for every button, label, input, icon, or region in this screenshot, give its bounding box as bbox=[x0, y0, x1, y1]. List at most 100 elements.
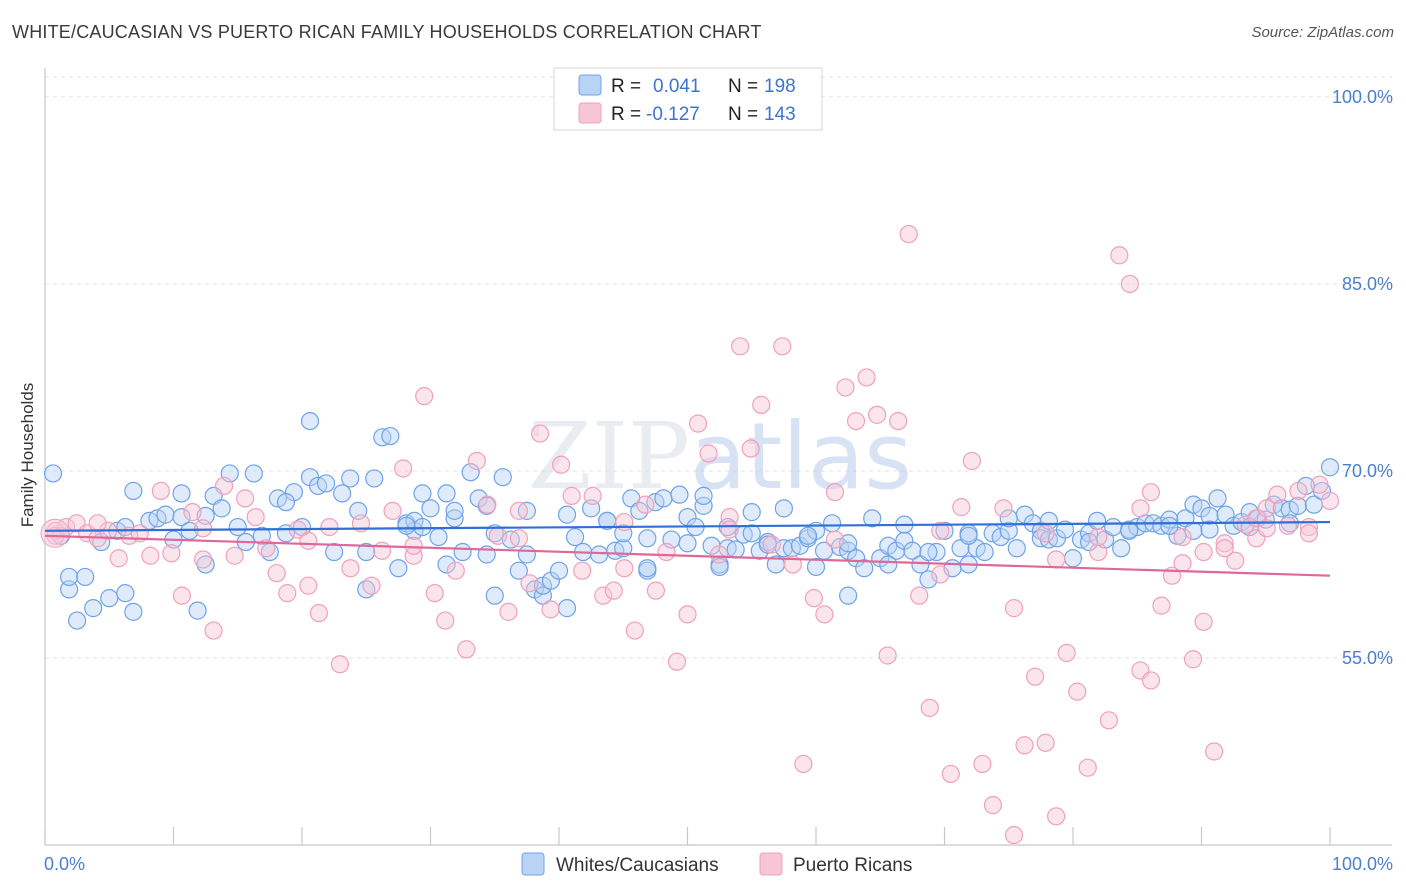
puerto-rican-point bbox=[804, 589, 823, 608]
puerto-rican-point bbox=[1015, 736, 1034, 755]
bottom-legend: Whites/Caucasians Puerto Ricans bbox=[521, 852, 912, 876]
puerto-rican-point bbox=[836, 378, 855, 397]
puerto-rican-point bbox=[1226, 551, 1245, 570]
whites-point bbox=[68, 611, 87, 630]
source-label: Source: ZipAtlas.com bbox=[1251, 24, 1394, 41]
whites-point bbox=[453, 542, 472, 562]
puerto-rican-point bbox=[1194, 612, 1213, 631]
whites-point bbox=[124, 481, 143, 501]
puerto-rican-point bbox=[846, 411, 866, 431]
whites-point bbox=[774, 499, 793, 518]
whites-point bbox=[196, 555, 215, 574]
whites-point bbox=[397, 516, 416, 535]
whites-point bbox=[1063, 549, 1083, 568]
legend-n-value-a: 198 bbox=[764, 76, 796, 97]
puerto-rican-point bbox=[667, 652, 687, 671]
puerto-rican-point bbox=[120, 526, 139, 545]
whites-point bbox=[341, 469, 360, 488]
whites-point bbox=[726, 540, 745, 559]
puerto-rican-point bbox=[1320, 491, 1340, 510]
puerto-rican-point bbox=[1278, 516, 1297, 535]
puerto-rican-point bbox=[583, 486, 602, 506]
puerto-rican-point bbox=[267, 564, 286, 583]
puerto-rican-point bbox=[646, 581, 666, 600]
whites-point bbox=[1160, 516, 1179, 535]
legend-n-value-b: 143 bbox=[764, 104, 796, 125]
whites-point bbox=[694, 496, 713, 515]
puerto-rican-point bbox=[604, 581, 623, 600]
puerto-rican-point bbox=[425, 584, 444, 603]
whites-point bbox=[59, 567, 79, 587]
puerto-rican-point bbox=[1057, 643, 1076, 663]
puerto-rican-point bbox=[109, 549, 128, 568]
puerto-rican-point bbox=[699, 444, 718, 463]
puerto-rican-point bbox=[920, 698, 939, 717]
puerto-rican-point bbox=[1173, 554, 1192, 573]
whites-point bbox=[59, 580, 79, 599]
whites-point bbox=[212, 499, 231, 518]
y-tick-labels: 100.0% 85.0% 70.0% 55.0% bbox=[1332, 87, 1393, 668]
whites-point bbox=[999, 509, 1018, 528]
whites-point bbox=[1288, 496, 1307, 515]
whites-point bbox=[124, 602, 143, 621]
whites-point bbox=[421, 499, 440, 518]
puerto-rican-point bbox=[709, 545, 729, 564]
puerto-rican-point bbox=[983, 796, 1003, 815]
whites-point bbox=[76, 567, 95, 587]
whites-point bbox=[557, 505, 577, 524]
puerto-rican-point bbox=[1047, 550, 1066, 569]
puerto-rican-point bbox=[857, 368, 876, 387]
puerto-rican-point bbox=[204, 621, 223, 640]
puerto-rican-point bbox=[236, 489, 255, 508]
whites-point bbox=[445, 501, 464, 520]
puerto-rican-point bbox=[467, 451, 486, 471]
x-tick-labels: 0.0% 100.0% bbox=[44, 854, 1393, 874]
whites-point bbox=[1112, 539, 1131, 558]
puerto-rican-point bbox=[931, 521, 950, 540]
puerto-rican-point bbox=[394, 459, 413, 478]
puerto-rican-point bbox=[678, 605, 697, 624]
puerto-rican-point bbox=[752, 395, 771, 414]
whites-point bbox=[325, 542, 344, 562]
puerto-rican-point bbox=[1110, 246, 1129, 265]
puerto-rican-point bbox=[794, 754, 813, 774]
whites-point bbox=[798, 526, 818, 545]
puerto-rican-point bbox=[1089, 527, 1108, 547]
puerto-rican-point bbox=[625, 621, 644, 640]
puerto-rican-point bbox=[1131, 499, 1150, 518]
whites-point bbox=[517, 501, 536, 520]
whites-point bbox=[188, 601, 207, 620]
whites-point bbox=[116, 584, 135, 603]
puerto-rican-point bbox=[193, 550, 213, 569]
puerto-rican-point bbox=[309, 603, 328, 623]
puerto-rican-point bbox=[88, 514, 107, 533]
puerto-rican-point bbox=[741, 439, 760, 458]
puerto-rican-point bbox=[941, 764, 960, 784]
legend-r-value-b: -0.127 bbox=[646, 104, 700, 125]
puerto-rican-point bbox=[520, 574, 539, 593]
bottom-legend-swatch-whites bbox=[521, 852, 545, 876]
whites-point bbox=[565, 527, 585, 547]
whites-point bbox=[389, 559, 408, 578]
puerto-rican-point bbox=[594, 586, 613, 605]
whites-point bbox=[316, 474, 336, 493]
puerto-rican-point bbox=[1068, 682, 1087, 701]
puerto-rican-point bbox=[573, 561, 592, 580]
puerto-rican-point bbox=[762, 535, 781, 554]
whites-point bbox=[863, 509, 882, 528]
puerto-rican-point bbox=[1194, 542, 1213, 562]
puerto-rican-point bbox=[1141, 483, 1161, 502]
whites-point bbox=[485, 524, 504, 543]
whites-point bbox=[1079, 532, 1099, 552]
puerto-rican-point bbox=[457, 640, 476, 659]
puerto-rican-point bbox=[1099, 711, 1118, 730]
puerto-rican-point bbox=[141, 546, 160, 565]
puerto-rican-point bbox=[1036, 733, 1055, 752]
puerto-rican-point bbox=[183, 503, 202, 522]
puerto-rican-point bbox=[931, 565, 950, 584]
puerto-rican-point bbox=[372, 541, 392, 560]
puerto-rican-point bbox=[1141, 671, 1161, 690]
puerto-rican-point bbox=[615, 512, 634, 532]
whites-point bbox=[999, 521, 1018, 540]
puerto-rican-point bbox=[1215, 534, 1234, 553]
